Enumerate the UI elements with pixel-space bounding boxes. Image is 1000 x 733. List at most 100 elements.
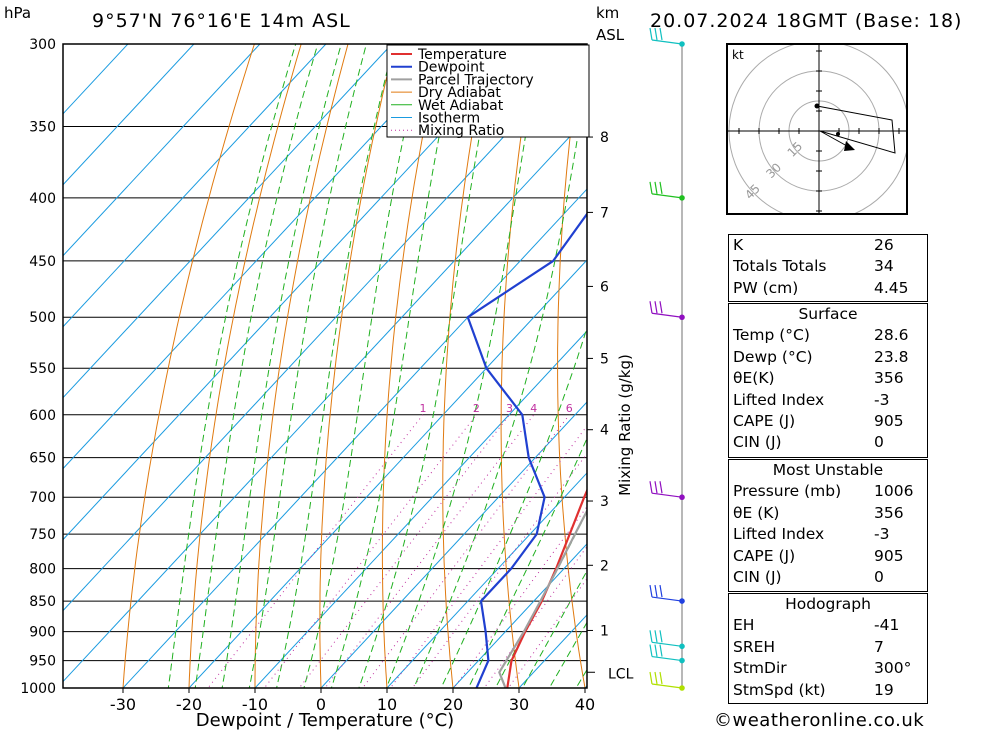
legend-entry: Wet Adiabat: [418, 98, 504, 114]
series-parcel-trajectory: [498, 508, 587, 688]
dry-adiabat-line: [122, 44, 255, 688]
most-unstable-index-row: Lifted Index -3: [729, 524, 927, 545]
hodograph-indices-table: Hodograph EH -41 SREH 7 StmDir 300° StmSpd (kt)…: [728, 593, 928, 704]
hodograph-index-row: SREH 7: [729, 637, 927, 658]
hodograph-index-label: EH: [733, 616, 755, 635]
most-unstable-table: Most Unstable Pressure (mb) 1006 θE (K) 356 L…: [728, 459, 928, 592]
hodograph-index-label: SREH: [733, 637, 776, 656]
wind-barb: [649, 27, 685, 47]
mixing-ratio-axis-label: Mixing Ratio (g/kg): [616, 354, 634, 496]
y-tick-label: 850: [29, 594, 56, 610]
wind-barb-flag: [659, 27, 663, 41]
mixing-ratio-label: 3: [506, 402, 513, 415]
dry-adiabat-line: [319, 44, 396, 688]
surface-index-label: Temp (°C): [733, 326, 810, 345]
km-tick-label: 4: [600, 423, 609, 439]
surface-index-row: Lifted Index -3: [729, 390, 927, 411]
basic-index-row: K 26: [729, 235, 927, 256]
wind-barb-shaft: [651, 683, 683, 689]
x-tick-label: 30: [509, 695, 529, 714]
wind-barb-flag: [654, 181, 658, 194]
hodograph-index-label: StmDir: [733, 659, 787, 678]
hodograph-mid-dot: [836, 132, 840, 136]
dry-adiabat-line: [500, 44, 536, 688]
y-tick-label: 750: [29, 527, 56, 543]
y-tick-label: 800: [29, 562, 56, 578]
wet-adiabat-line: [413, 78, 587, 688]
dry-adiabat-line: [953, 0, 1000, 714]
y-tick-label: 300: [29, 37, 56, 53]
isotherm-line: [386, 472, 587, 688]
km-tick-label: 1: [600, 623, 609, 639]
wind-barb-flag: [659, 584, 663, 598]
dry-adiabat-line: [381, 44, 443, 688]
surface-index-value: 23.8: [874, 347, 909, 366]
wind-profile: [649, 27, 685, 691]
surface-index-value: -3: [874, 390, 890, 409]
mixing-ratio-line: [362, 414, 570, 688]
pressure-unit-label: hPa: [4, 4, 32, 22]
wind-barb-flag: [659, 630, 663, 643]
surface-index-label: Lifted Index: [733, 390, 825, 409]
hodograph-trace: [816, 105, 896, 154]
wind-barb-flag: [659, 301, 663, 314]
wind-barb-flag: [654, 644, 658, 657]
hodograph-index-title: Hodograph: [785, 595, 871, 613]
storm-motion-marker: [844, 141, 855, 151]
mixing-ratio-label: 2: [473, 402, 480, 415]
y-tick-label: 400: [29, 191, 56, 207]
wet-adiabat-line: [358, 44, 498, 688]
hodograph-unit-label: kt: [732, 48, 744, 62]
surface-index-label: CIN (J): [733, 433, 782, 452]
isotherm-line: [320, 401, 587, 688]
wind-barb: [649, 630, 685, 650]
wind-barb-flag: [654, 630, 658, 643]
km-tick-label: 2: [600, 558, 609, 574]
wet-adiabat-line: [548, 621, 587, 688]
hodograph-index-value: 300°: [874, 659, 912, 678]
wet-adiabat-line: [330, 44, 459, 688]
most-unstable-index-value: 905: [874, 546, 904, 565]
hodograph-index-row: StmSpd (kt) 19: [729, 680, 927, 701]
surface-indices-table: Surface Temp (°C) 28.6 Dewp (°C) 23.8 θE(K) 35…: [728, 303, 928, 458]
wind-barb-flag: [649, 671, 653, 685]
km-tick-label: 8: [600, 130, 609, 146]
hodograph-panel: kt 15 30 45: [726, 40, 910, 222]
most-unstable-index-label: θE (K): [733, 503, 780, 522]
surface-index-row: CAPE (J) 905: [729, 411, 927, 432]
hodograph-index-value: 7: [874, 637, 884, 656]
mixing-ratio-line: [411, 452, 587, 688]
y-tick-label: 500: [29, 310, 56, 326]
y-tick-label: 600: [29, 408, 56, 424]
surface-index-value: 356: [874, 369, 904, 388]
wind-barb: [649, 481, 685, 501]
y-tick-label: 700: [29, 490, 56, 506]
mixing-ratio-label: 4: [530, 402, 537, 415]
wind-barb-flag: [659, 181, 663, 194]
x-axis-label: Dewpoint / Temperature (°C): [196, 710, 454, 731]
km-tick-label: 6: [600, 279, 609, 295]
wet-adiabat-line: [167, 44, 297, 688]
wet-adiabat-line: [467, 437, 587, 688]
hodograph-index-row: StmDir 300°: [729, 658, 927, 679]
chart-axes: 3003504004505005506006507007508008509009…: [20, 37, 634, 731]
height-unit-label: km: [596, 4, 620, 22]
x-tick-label: 40: [575, 695, 595, 714]
mixing-ratio-label: 15: [648, 402, 662, 415]
mixing-ratio-line: [298, 414, 510, 688]
wind-barb-dot: [679, 314, 685, 321]
dry-adiabat-line: [254, 44, 349, 688]
most-unstable-index-value: -3: [874, 525, 890, 544]
wind-barb-flag: [654, 301, 658, 314]
wind-barb-flag: [649, 27, 653, 41]
most-unstable-index-value: 356: [874, 503, 904, 522]
wet-adiabat-line: [194, 44, 319, 688]
wind-barb-flag: [654, 481, 658, 494]
hodograph-index-label: StmSpd (kt): [733, 680, 826, 699]
most-unstable-index-label: CAPE (J): [733, 546, 796, 565]
basic-index-row: PW (cm) 4.45: [729, 278, 927, 299]
km-tick-label: 3: [600, 494, 609, 510]
hodograph-index-row: EH -41: [729, 615, 927, 636]
